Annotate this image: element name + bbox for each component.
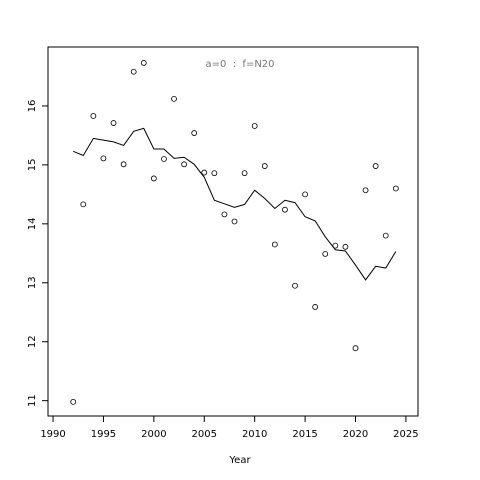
data-point — [191, 130, 198, 136]
data-point — [140, 60, 147, 66]
data-point — [251, 123, 258, 129]
data-point — [382, 232, 389, 239]
y-tick-label: 16 — [27, 100, 38, 113]
data-point — [342, 243, 349, 250]
trend-line — [73, 127, 397, 281]
data-point — [211, 170, 218, 177]
x-tick-label: 1990 — [40, 429, 65, 440]
data-point — [221, 211, 228, 218]
x-axis-label: Year — [228, 455, 251, 466]
data-point — [171, 95, 177, 102]
data-point — [70, 398, 77, 405]
data-point — [150, 175, 157, 182]
data-point — [100, 155, 107, 162]
x-tick-label: 1995 — [91, 429, 116, 440]
data-point — [90, 113, 97, 119]
data-point — [322, 250, 329, 257]
y-tick-label: 12 — [27, 335, 38, 348]
data-point — [130, 68, 137, 75]
y-tick-label: 15 — [27, 159, 38, 172]
y-tick-label: 13 — [27, 276, 38, 289]
y-tick-label: 11 — [27, 394, 38, 407]
data-point — [181, 161, 188, 168]
data-point — [80, 201, 87, 208]
data-point — [271, 241, 278, 248]
x-tick-label: 2000 — [141, 429, 166, 440]
data-point — [231, 218, 238, 225]
x-tick-label: 2005 — [192, 429, 217, 440]
data-point — [302, 191, 308, 198]
y-tick-label: 14 — [27, 217, 38, 230]
data-point — [201, 169, 208, 176]
data-point — [392, 185, 399, 192]
data-point — [372, 163, 379, 169]
data-point — [261, 163, 268, 169]
data-point — [282, 206, 288, 213]
data-point — [120, 161, 127, 168]
data-point — [352, 345, 359, 352]
data-point — [110, 120, 117, 126]
data-point — [241, 170, 248, 177]
data-point — [292, 282, 298, 289]
data-point — [332, 242, 339, 249]
x-tick-label: 2015 — [292, 429, 317, 440]
data-point — [161, 156, 167, 162]
plot-box — [47, 46, 419, 417]
x-tick-label: 2020 — [343, 429, 368, 440]
data-point — [312, 304, 319, 310]
data-point — [362, 187, 369, 194]
x-tick-label: 2010 — [242, 429, 267, 440]
annotation: a=0 : f=N20 — [205, 59, 274, 70]
x-tick-label: 2025 — [393, 429, 418, 440]
